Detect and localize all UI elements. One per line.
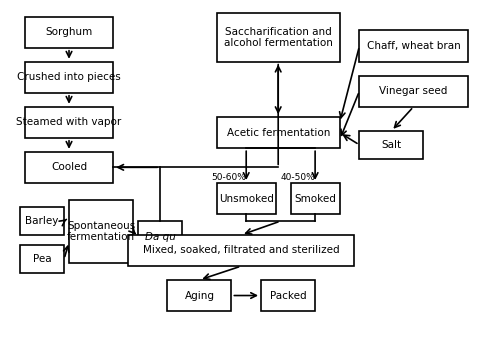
Text: Vinegar seed: Vinegar seed: [380, 86, 448, 96]
FancyBboxPatch shape: [20, 207, 64, 235]
FancyBboxPatch shape: [168, 280, 232, 311]
FancyBboxPatch shape: [216, 13, 340, 62]
FancyBboxPatch shape: [216, 183, 276, 214]
FancyBboxPatch shape: [138, 221, 182, 252]
FancyBboxPatch shape: [360, 31, 468, 62]
FancyBboxPatch shape: [290, 183, 340, 214]
Text: Steamed with vapor: Steamed with vapor: [16, 117, 122, 127]
Text: Acetic fermentation: Acetic fermentation: [226, 128, 330, 138]
FancyBboxPatch shape: [360, 76, 468, 107]
Text: Da qu: Da qu: [144, 232, 176, 241]
Text: Mixed, soaked, filtrated and sterilized: Mixed, soaked, filtrated and sterilized: [143, 245, 340, 256]
Text: Packed: Packed: [270, 290, 306, 301]
Text: Crushed into pieces: Crushed into pieces: [17, 72, 121, 82]
FancyBboxPatch shape: [261, 280, 315, 311]
Text: 40-50%: 40-50%: [280, 173, 316, 182]
Text: Saccharification and
alcohol fermentation: Saccharification and alcohol fermentatio…: [224, 27, 332, 48]
FancyBboxPatch shape: [216, 117, 340, 148]
FancyBboxPatch shape: [24, 17, 114, 48]
Text: Aging: Aging: [184, 290, 214, 301]
Text: Spontaneous
fermentation: Spontaneous fermentation: [67, 221, 135, 242]
Text: Unsmoked: Unsmoked: [219, 194, 274, 203]
Text: Sorghum: Sorghum: [46, 27, 92, 37]
FancyBboxPatch shape: [69, 200, 133, 263]
FancyBboxPatch shape: [24, 62, 114, 93]
Text: Cooled: Cooled: [51, 162, 87, 172]
FancyBboxPatch shape: [128, 235, 354, 266]
Text: Chaff, wheat bran: Chaff, wheat bran: [366, 41, 460, 51]
FancyBboxPatch shape: [24, 152, 114, 183]
FancyBboxPatch shape: [20, 245, 64, 273]
Text: Smoked: Smoked: [294, 194, 336, 203]
Text: 50-60%: 50-60%: [212, 173, 246, 182]
FancyBboxPatch shape: [360, 131, 424, 159]
Text: Salt: Salt: [382, 140, 402, 150]
FancyBboxPatch shape: [24, 107, 114, 138]
Text: Pea: Pea: [32, 254, 52, 264]
Text: Barley: Barley: [26, 216, 58, 226]
